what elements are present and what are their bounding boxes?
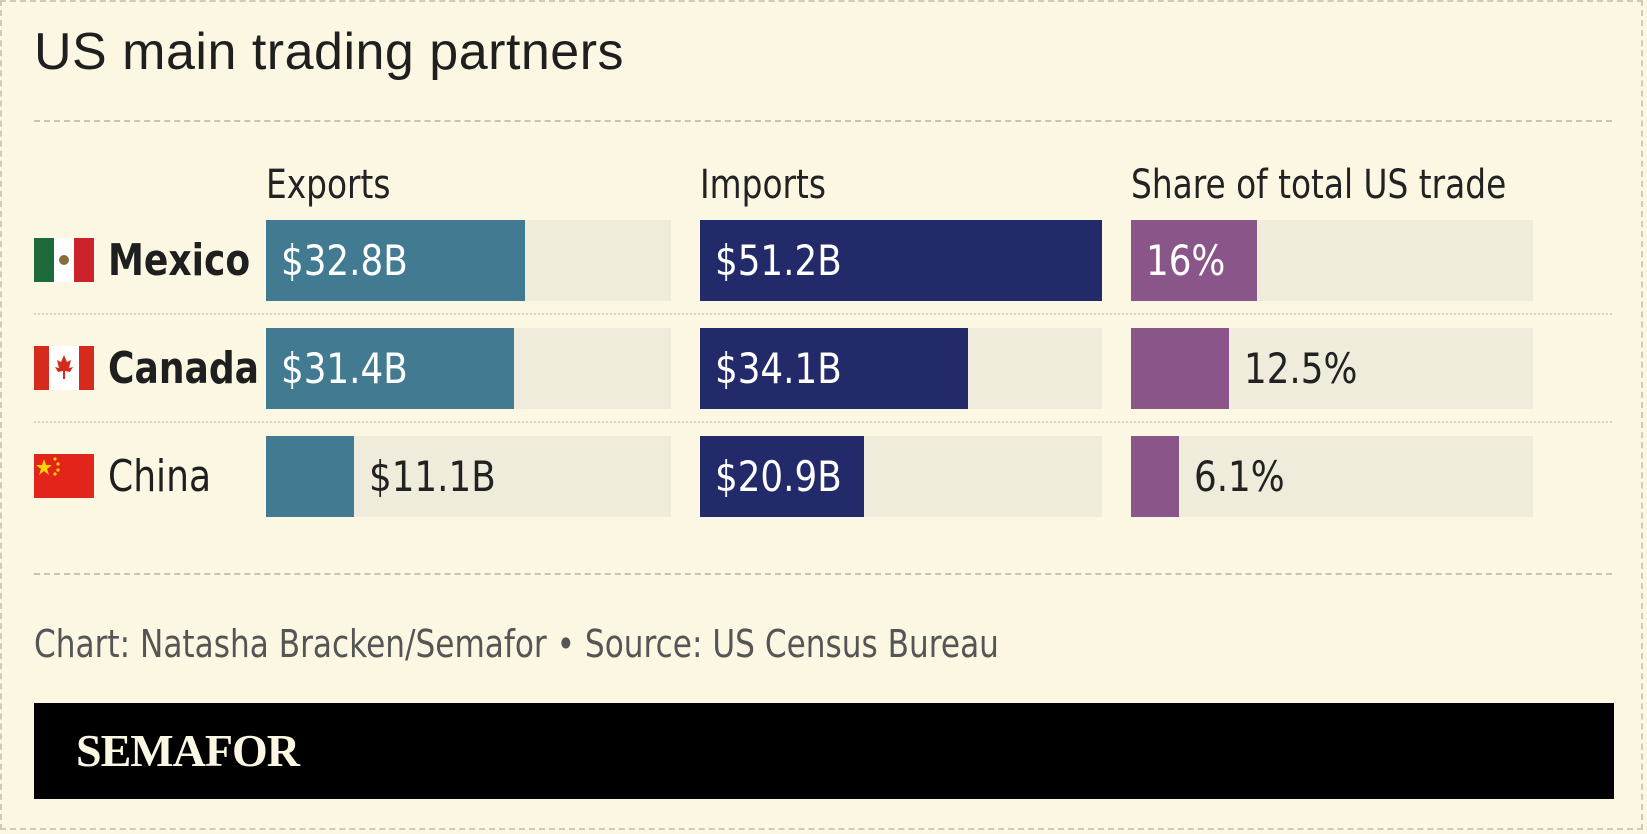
imports-bar-track: $20.9B bbox=[700, 436, 1102, 517]
imports-bar-track: $51.2B bbox=[700, 220, 1102, 301]
source-credit: Chart: Natasha Bracken/Semafor • Source:… bbox=[34, 622, 999, 666]
exports-bar-track: $32.8B bbox=[266, 220, 671, 301]
share-column-header: Share of total US trade bbox=[1131, 162, 1507, 208]
share-bar-track: 16% bbox=[1131, 220, 1533, 301]
exports-bar bbox=[266, 328, 514, 409]
imports-bar bbox=[700, 328, 968, 409]
chart-title: US main trading partners bbox=[34, 23, 625, 81]
brand-footer: SEMAFOR bbox=[34, 703, 1614, 799]
imports-value-label: $51.2B bbox=[715, 236, 842, 285]
imports-bar bbox=[700, 220, 1102, 301]
share-value-label: 16% bbox=[1146, 236, 1226, 285]
exports-bar-track: $31.4B bbox=[266, 328, 671, 409]
canada-flag-icon bbox=[34, 346, 94, 390]
exports-column-header: Exports bbox=[266, 162, 391, 208]
exports-bar-track: $11.1B bbox=[266, 436, 671, 517]
share-bar-track: 6.1% bbox=[1131, 436, 1533, 517]
exports-bar bbox=[266, 436, 354, 517]
country-label: China bbox=[108, 450, 212, 502]
imports-column-header: Imports bbox=[700, 162, 826, 208]
imports-bar-track: $34.1B bbox=[700, 328, 1102, 409]
exports-value-label: $11.1B bbox=[369, 452, 496, 501]
exports-bar bbox=[266, 220, 525, 301]
country-row-canada: Canada bbox=[34, 328, 292, 408]
imports-value-label: $34.1B bbox=[715, 344, 842, 393]
country-label: Canada bbox=[108, 342, 260, 394]
imports-value-label: $20.9B bbox=[715, 452, 842, 501]
exports-value-label: $31.4B bbox=[281, 344, 408, 393]
share-bar bbox=[1131, 436, 1179, 517]
row-divider bbox=[34, 421, 1612, 423]
share-bar bbox=[1131, 328, 1229, 409]
exports-value-label: $32.8B bbox=[281, 236, 408, 285]
share-bar-track: 12.5% bbox=[1131, 328, 1533, 409]
title-divider bbox=[34, 120, 1612, 122]
source-divider bbox=[34, 573, 1612, 575]
country-row-mexico: Mexico bbox=[34, 220, 281, 300]
mexico-flag-icon bbox=[34, 238, 94, 282]
imports-bar bbox=[700, 436, 864, 517]
country-label: Mexico bbox=[108, 234, 251, 286]
country-row-china: China bbox=[34, 436, 234, 516]
china-flag-icon bbox=[34, 454, 94, 498]
share-value-label: 6.1% bbox=[1194, 452, 1285, 501]
brand-logo: SEMAFOR bbox=[76, 725, 300, 776]
row-divider bbox=[34, 313, 1612, 315]
share-bar bbox=[1131, 220, 1257, 301]
share-value-label: 12.5% bbox=[1244, 344, 1358, 393]
